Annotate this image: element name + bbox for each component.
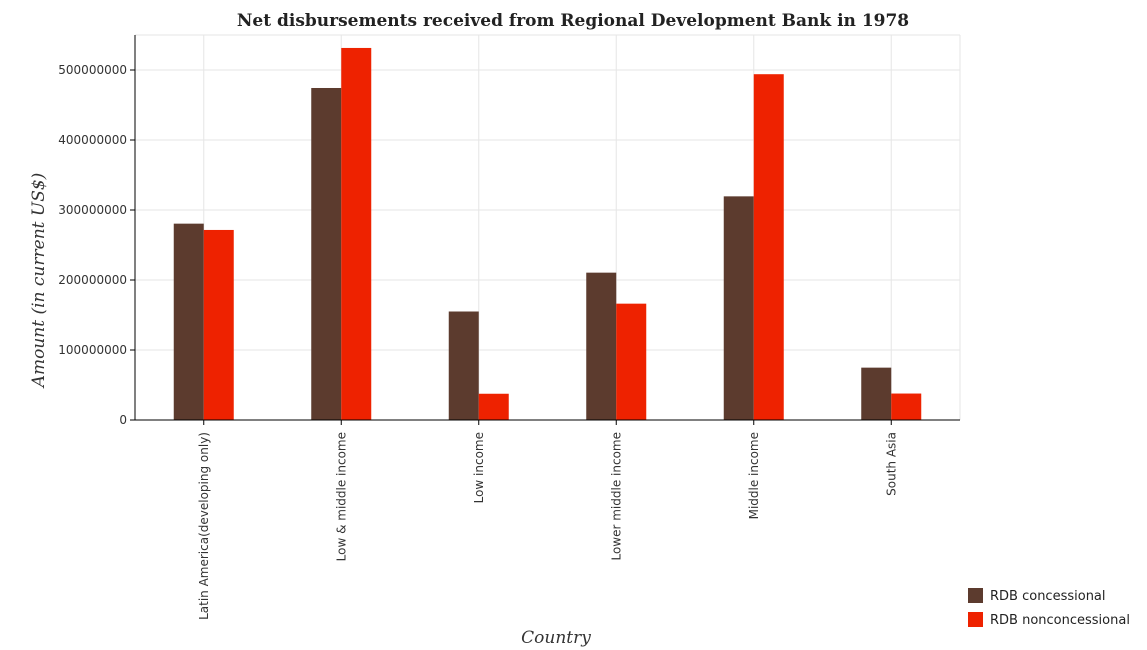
x-tick-label: Low income [472, 432, 486, 503]
y-tick-label: 200000000 [58, 273, 127, 287]
chart-title: Net disbursements received from Regional… [237, 11, 909, 31]
legend-swatch [968, 612, 983, 627]
legend-label: RDB nonconcessional [990, 613, 1130, 628]
bars [173, 47, 922, 421]
x-axis-title: Country [521, 628, 591, 648]
legend-swatch [968, 588, 983, 603]
bar-rdb-nonconcessional [753, 74, 784, 420]
bar-rdb-nonconcessional [341, 47, 372, 420]
x-tick-label: Low & middle income [334, 432, 348, 561]
bar-rdb-nonconcessional [891, 393, 922, 420]
y-tick-label: 300000000 [58, 203, 127, 217]
x-tick-label: South Asia [884, 432, 898, 496]
y-tick-label: 500000000 [58, 63, 127, 77]
y-tick-label: 100000000 [58, 343, 127, 357]
y-tick-label: 0 [119, 413, 127, 427]
bar-rdb-concessional [586, 272, 617, 420]
legend: RDB concessional RDB nonconcessional [968, 588, 1130, 628]
legend-label: RDB concessional [990, 589, 1106, 604]
x-tick-label: Middle income [747, 432, 761, 519]
x-tick-label: Latin America(developing only) [197, 432, 211, 620]
x-tick-label: Lower middle income [609, 432, 623, 561]
bar-rdb-concessional [723, 196, 754, 420]
bar-rdb-nonconcessional [478, 393, 509, 420]
bar-rdb-concessional [311, 87, 342, 421]
bar-rdb-concessional [861, 367, 892, 420]
y-axis-title: Amount (in current US$) [29, 173, 49, 390]
bar-rdb-concessional [173, 223, 204, 420]
y-tick-label: 400000000 [58, 133, 127, 147]
bar-rdb-nonconcessional [203, 229, 234, 420]
bar-rdb-concessional [448, 311, 479, 420]
bar-rdb-nonconcessional [616, 303, 647, 420]
axes: 0 100000000 200000000 300000000 400000000 500… [58, 35, 960, 620]
